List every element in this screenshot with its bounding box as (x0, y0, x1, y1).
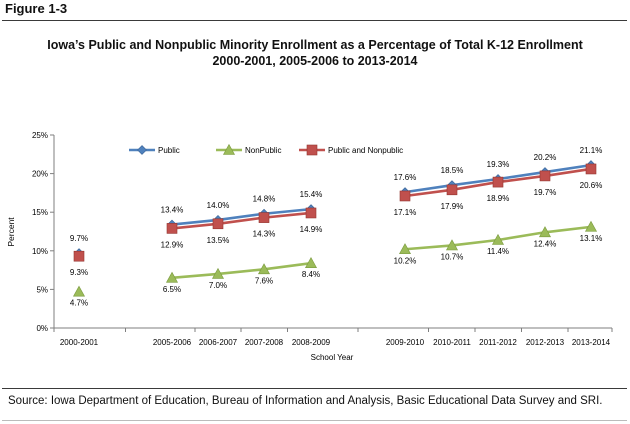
legend-marker (137, 145, 147, 155)
data-label: 9.7% (70, 234, 88, 243)
top-divider (2, 20, 627, 21)
data-point (491, 233, 505, 245)
x-tick-label: 2009-2010 (386, 338, 425, 347)
data-point (399, 190, 411, 202)
series-line (171, 207, 312, 226)
series-layer: 9.7% 13.4% 14.0% 14.8% 15.4% 17.6% 18.5% 19.3% 2… (70, 146, 602, 308)
data-point (492, 176, 504, 188)
data-point (72, 285, 86, 297)
x-tick-label: 2012-2013 (526, 338, 565, 347)
data-label: 11.4% (487, 247, 509, 256)
x-tick-label: 2006-2007 (199, 338, 238, 347)
chart-title: Iowa’s Public and Nonpublic Minority Enr… (47, 38, 583, 52)
data-point (257, 263, 271, 275)
series-public-and-nonpublic: 9.3% 12.9% 13.5% 14.3% 14.9% 17.1% 17.9% 18.9% 1… (70, 163, 603, 277)
x-tick-label: 2000-2001 (60, 338, 99, 347)
data-point (258, 212, 270, 223)
data-label: 14.3% (253, 230, 276, 239)
data-point (166, 223, 178, 234)
legend-label: Public and Nonpublic (328, 146, 403, 155)
legend-marker (222, 143, 236, 155)
data-label: 14.8% (253, 195, 276, 204)
data-label: 9.3% (70, 268, 88, 277)
series-line (171, 261, 312, 280)
data-point (446, 184, 458, 196)
data-label: 17.1% (394, 208, 417, 217)
legend-label: NonPublic (245, 146, 281, 155)
x-tick-label: 2013-2014 (572, 338, 611, 347)
data-point (584, 220, 598, 232)
y-tick-label: 0% (36, 324, 48, 333)
series-line (171, 211, 312, 230)
data-label: 18.5% (441, 166, 464, 175)
data-point (398, 243, 412, 255)
series-public: 9.7% 13.4% 14.0% 14.8% 15.4% 17.6% 18.5% 19.3% 2… (70, 146, 603, 259)
data-label: 13.1% (580, 234, 603, 243)
data-point (73, 250, 85, 262)
data-label: 18.9% (487, 194, 510, 203)
x-tick-label: 2005-2006 (153, 338, 192, 347)
legend-label: Public (158, 146, 180, 155)
data-label: 7.0% (209, 281, 227, 290)
data-label: 4.7% (70, 299, 88, 308)
data-label: 21.1% (580, 146, 603, 155)
axes: 0% 5% 10% 15% 20% 25% 2000-2001 2005-2006 2006-2… (32, 131, 613, 347)
x-tick-label: 2007-2008 (245, 338, 284, 347)
legend-item: NonPublic (216, 143, 281, 155)
data-label: 14.9% (300, 225, 323, 234)
x-tick-label: 2008-2009 (292, 338, 331, 347)
y-tick-label: 5% (36, 285, 48, 294)
data-label: 10.7% (441, 252, 464, 261)
chart-area: 0% 5% 10% 15% 20% 25% 2000-2001 2005-2006 2006-2… (6, 131, 613, 362)
data-label: 14.0% (207, 201, 230, 210)
data-label: 15.4% (300, 190, 323, 199)
data-label: 20.6% (580, 181, 603, 190)
data-point (445, 239, 459, 251)
x-tick-label: 2010-2011 (433, 338, 471, 347)
figure-label: Figure 1-3 (5, 1, 68, 16)
y-tick-label: 20% (32, 170, 48, 179)
legend: Public NonPublic Public and Nonpublic (129, 143, 403, 156)
x-axis-label: School Year (311, 353, 354, 362)
bottom-divider (2, 388, 627, 389)
source-note: Source: Iowa Department of Education, Bu… (8, 395, 603, 407)
legend-item: Public (129, 145, 180, 155)
data-label: 17.9% (441, 202, 464, 211)
data-label: 17.6% (394, 173, 417, 182)
data-point (585, 163, 597, 175)
y-tick-label: 25% (32, 131, 48, 140)
data-label: 19.7% (534, 188, 557, 197)
data-label: 12.9% (161, 240, 184, 249)
data-label: 13.4% (161, 206, 184, 215)
data-label: 6.5% (163, 285, 181, 294)
y-axis-label: Percent (6, 217, 16, 247)
data-point (304, 257, 318, 268)
data-label: 13.5% (207, 236, 230, 245)
chart-subtitle: 2000-2001, 2005-2006 to 2013-2014 (212, 54, 418, 68)
data-label: 12.4% (534, 239, 557, 248)
data-label: 20.2% (534, 153, 557, 162)
data-label: 19.3% (487, 160, 510, 169)
data-point (165, 271, 179, 283)
data-label: 8.4% (302, 270, 320, 279)
data-point (539, 170, 551, 182)
legend-item: Public and Nonpublic (299, 144, 403, 156)
x-tick-label: 2011-2012 (479, 338, 517, 347)
legend-marker (306, 144, 318, 156)
data-label: 7.6% (255, 276, 273, 285)
series-nonpublic: 4.7% 6.5% 7.0% 7.6% 8.4% 10.2% 10.7% 11.4% 12.4%… (70, 220, 603, 308)
data-point (305, 207, 317, 219)
data-point (212, 218, 224, 230)
end-divider (2, 420, 627, 421)
y-tick-label: 10% (32, 247, 48, 256)
y-tick-label: 15% (32, 208, 48, 217)
data-label: 10.2% (394, 256, 417, 265)
data-point (211, 267, 225, 279)
data-point (538, 226, 552, 238)
